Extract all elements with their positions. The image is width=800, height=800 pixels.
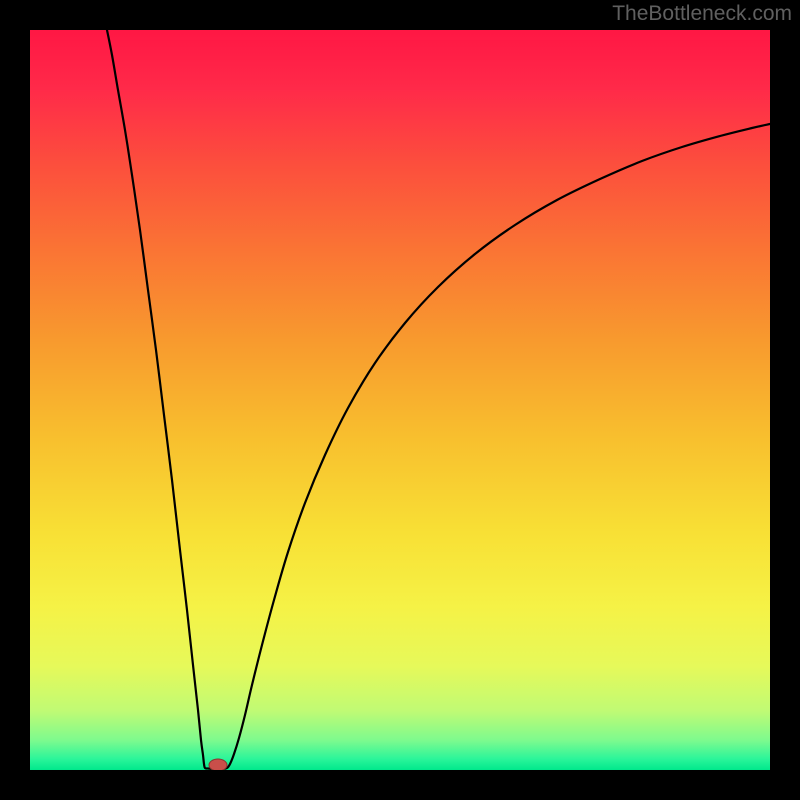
bottleneck-chart <box>30 30 770 770</box>
plot-area <box>30 30 770 770</box>
gradient-background <box>30 30 770 770</box>
optimum-marker <box>209 759 227 770</box>
chart-container: TheBottleneck.com <box>0 0 800 800</box>
watermark-text: TheBottleneck.com <box>612 2 792 26</box>
